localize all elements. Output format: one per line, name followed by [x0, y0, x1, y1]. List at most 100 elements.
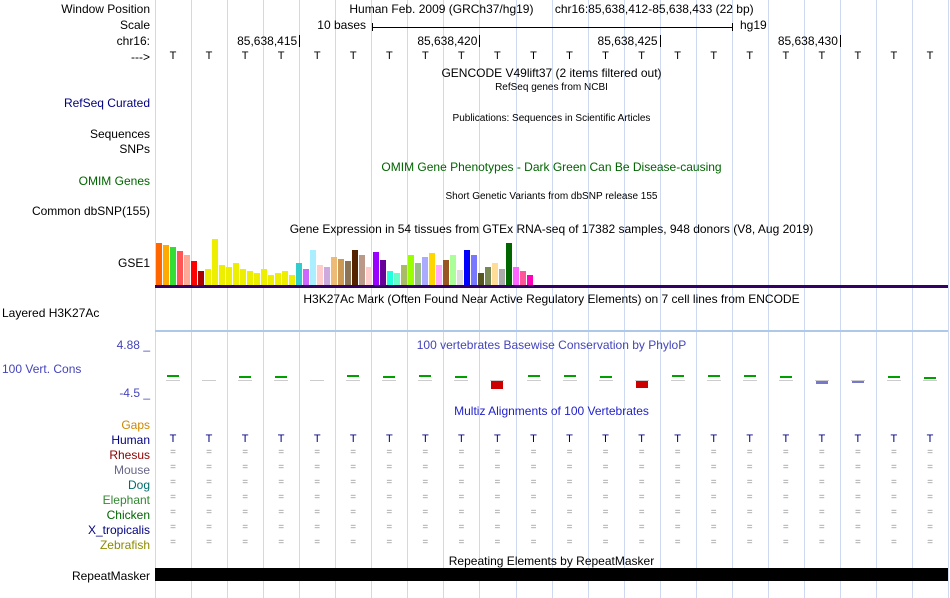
alignment-mark[interactable]: = — [782, 537, 789, 548]
alignment-mark[interactable]: = — [206, 447, 212, 458]
alignment-mark[interactable]: = — [278, 537, 285, 548]
alignment-mark[interactable]: = — [927, 507, 933, 518]
gtex-expression-bar[interactable] — [303, 269, 309, 285]
gtex-expression-bar[interactable] — [275, 273, 281, 285]
phylop-positive-mark[interactable] — [707, 374, 720, 377]
alignment-mark[interactable]: = — [927, 537, 933, 548]
sequence-base[interactable]: T — [566, 50, 573, 62]
gtex-expression-bar[interactable] — [373, 252, 379, 285]
gtex-expression-bar[interactable] — [247, 271, 253, 285]
phylop-positive-mark[interactable] — [743, 375, 756, 377]
alignment-mark[interactable]: = — [530, 507, 537, 518]
alignment-mark[interactable]: = — [494, 537, 501, 548]
alignment-base[interactable]: T — [385, 433, 393, 445]
gtex-expression-bar[interactable] — [240, 269, 246, 285]
sequence-base[interactable]: T — [890, 50, 898, 62]
alignment-mark[interactable]: = — [710, 537, 717, 548]
gtex-expression-bar[interactable] — [380, 260, 386, 285]
alignment-mark[interactable]: = — [854, 507, 861, 518]
alignment-mark[interactable]: = — [927, 492, 933, 503]
alignment-mark[interactable]: = — [818, 537, 825, 548]
gtex-expression-bar[interactable] — [485, 267, 491, 285]
alignment-mark[interactable]: = — [746, 537, 753, 548]
alignment-mark[interactable]: = — [602, 462, 609, 473]
alignment-mark[interactable]: = — [566, 477, 573, 488]
alignment-mark[interactable]: = — [927, 477, 933, 488]
alignment-mark[interactable]: = — [242, 462, 249, 473]
alignment-base[interactable]: T — [674, 433, 681, 445]
alignment-mark[interactable]: = — [566, 522, 573, 533]
gtex-expression-bar[interactable] — [422, 257, 428, 285]
sequence-base[interactable]: T — [638, 50, 645, 62]
alignment-mark[interactable]: = — [458, 492, 465, 503]
gtex-expression-bar[interactable] — [464, 250, 470, 285]
phylop-positive-mark[interactable] — [887, 376, 900, 378]
gtex-expression-bar[interactable] — [254, 273, 260, 285]
alignment-mark[interactable]: = — [854, 477, 861, 488]
gtex-expression-bar[interactable] — [338, 259, 344, 285]
alignment-mark[interactable]: = — [530, 492, 537, 503]
alignment-mark[interactable]: = — [422, 537, 429, 548]
sequence-base[interactable]: T — [169, 50, 177, 62]
alignment-mark[interactable]: = — [854, 492, 861, 503]
alignment-base[interactable]: T — [205, 433, 213, 445]
sequence-base[interactable]: T — [241, 50, 249, 62]
gtex-expression-bar[interactable] — [184, 255, 190, 285]
alignment-base[interactable]: T — [854, 433, 862, 445]
phylop-positive-mark[interactable] — [563, 375, 576, 377]
alignment-mark[interactable]: = — [206, 492, 212, 503]
alignment-mark[interactable]: = — [170, 477, 176, 488]
conservation-name-label[interactable]: 100 Vert. Cons — [2, 362, 82, 376]
alignment-base[interactable]: T — [494, 433, 501, 445]
alignment-mark[interactable]: = — [927, 447, 933, 458]
gtex-expression-bar[interactable] — [408, 255, 414, 285]
alignment-mark[interactable]: = — [890, 507, 897, 518]
alignment-mark[interactable]: = — [350, 537, 357, 548]
sequence-base[interactable]: T — [854, 50, 862, 62]
gtex-expression-bar[interactable] — [233, 263, 239, 285]
alignment-mark[interactable]: = — [386, 462, 393, 473]
alignment-mark[interactable]: = — [566, 537, 573, 548]
gtex-expression-bar[interactable] — [394, 273, 400, 285]
alignment-mark[interactable]: = — [782, 492, 789, 503]
alignment-mark[interactable]: = — [458, 537, 465, 548]
alignment-mark[interactable]: = — [422, 507, 429, 518]
alignment-mark[interactable]: = — [350, 492, 357, 503]
alignment-mark[interactable]: = — [854, 522, 861, 533]
alignment-mark[interactable]: = — [674, 492, 681, 503]
species-label-x_tropicalis[interactable]: X_tropicalis — [87, 523, 150, 537]
alignment-mark[interactable]: = — [566, 492, 573, 503]
alignment-mark[interactable]: = — [746, 507, 753, 518]
alignment-mark[interactable]: = — [566, 462, 573, 473]
repeatmasker-element-bar[interactable] — [155, 568, 948, 581]
gtex-expression-bar[interactable] — [450, 255, 456, 285]
gtex-expression-bar[interactable] — [226, 267, 232, 285]
alignment-mark[interactable]: = — [782, 522, 789, 533]
alignment-mark[interactable]: = — [494, 492, 501, 503]
alignment-mark[interactable]: = — [242, 492, 249, 503]
alignment-mark[interactable]: = — [854, 447, 861, 458]
gtex-expression-bar[interactable] — [198, 271, 204, 285]
species-label-elephant[interactable]: Elephant — [102, 493, 150, 507]
alignment-base[interactable]: T — [530, 433, 537, 445]
alignment-mark[interactable]: = — [386, 492, 393, 503]
alignment-mark[interactable]: = — [314, 447, 321, 458]
alignment-mark[interactable]: = — [386, 522, 393, 533]
alignment-mark[interactable]: = — [386, 447, 393, 458]
alignment-mark[interactable]: = — [458, 447, 465, 458]
species-label-zebrafish[interactable]: Zebrafish — [99, 538, 150, 552]
alignment-mark[interactable]: = — [458, 507, 465, 518]
alignment-mark[interactable]: = — [494, 507, 501, 518]
gtex-expression-bar[interactable] — [401, 265, 407, 285]
alignment-mark[interactable]: = — [242, 477, 249, 488]
alignment-mark[interactable]: = — [386, 537, 393, 548]
alignment-mark[interactable]: = — [494, 522, 501, 533]
species-label-human[interactable]: Human — [111, 433, 150, 447]
alignment-mark[interactable]: = — [314, 477, 321, 488]
phylop-positive-mark[interactable] — [347, 375, 360, 377]
gtex-expression-bar[interactable] — [268, 275, 274, 285]
alignment-mark[interactable]: = — [638, 507, 645, 518]
alignment-mark[interactable]: = — [278, 507, 285, 518]
alignment-mark[interactable]: = — [278, 462, 285, 473]
alignment-mark[interactable]: = — [890, 462, 897, 473]
